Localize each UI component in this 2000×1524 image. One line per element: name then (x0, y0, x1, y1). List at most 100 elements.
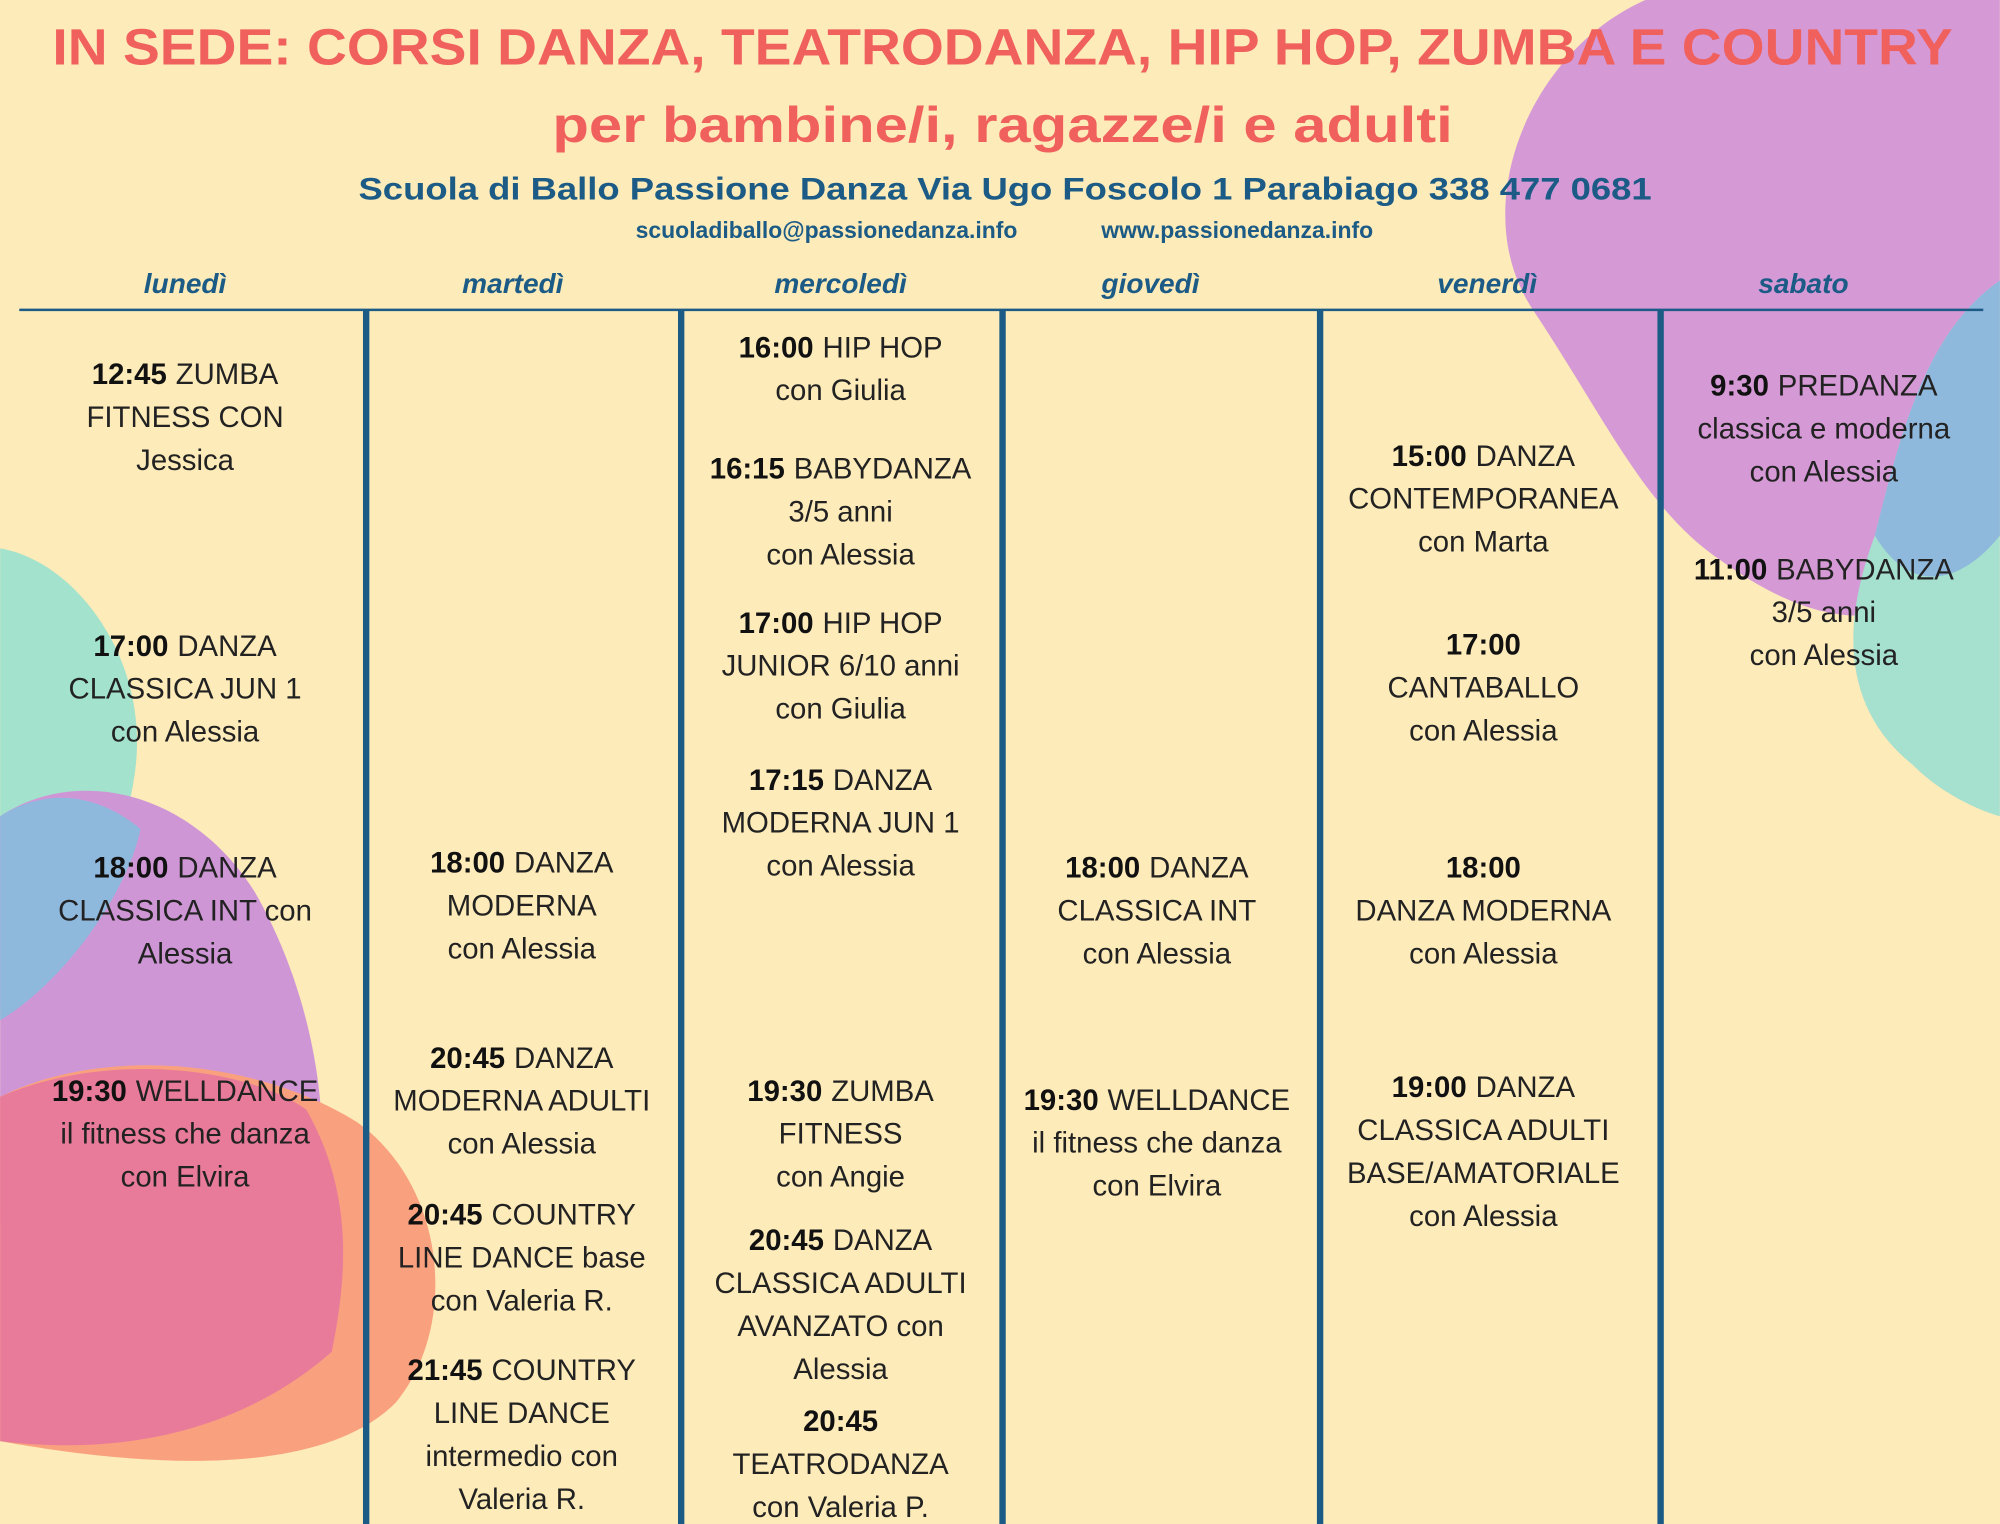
class-line: 20:45 COUNTRY (408, 1198, 636, 1231)
class-line: LINE DANCE base (398, 1241, 646, 1274)
blob (1874, 280, 2000, 577)
class-time: 20:45 (430, 1042, 505, 1075)
class-line: con Alessia (1409, 937, 1558, 970)
column-dividers (362, 309, 1664, 1524)
class-line: LINE DANCE (434, 1397, 610, 1430)
class-time: 19:30 (747, 1075, 822, 1108)
class-line: con Alessia (1750, 455, 1899, 488)
class-time: 18:00 (1446, 852, 1521, 885)
class-line: con Alessia (1409, 1200, 1558, 1233)
day-header: sabato (1758, 268, 1848, 299)
class-entry: 11:00 BABYDANZA 3/5 anni con Alessia (1694, 553, 1954, 672)
class-text: DANZA (1149, 852, 1249, 885)
class-line: classica e moderna (1698, 412, 1951, 445)
class-line: 17:00 DANZA (93, 630, 277, 663)
class-line: con Alessia (1409, 714, 1558, 747)
class-entry: 19:30 WELLDANCE il fitness che danza con El… (1024, 1084, 1290, 1203)
class-text: DANZA (1476, 440, 1576, 473)
class-line: con Elvira (1092, 1170, 1221, 1203)
class-time: 17:00 (93, 630, 168, 663)
class-line: 19:30 WELLDANCE (1024, 1084, 1290, 1117)
class-entry: 15:00 DANZA CONTEMPORANEA con Marta (1348, 440, 1619, 559)
class-text: DANZA (514, 846, 614, 879)
class-line: 15:00 DANZA (1392, 440, 1576, 473)
class-entry: 12:45 ZUMBA FITNESS CON Jessica (86, 358, 283, 477)
class-time: 16:15 (710, 452, 785, 485)
class-time: 19:30 (52, 1075, 127, 1108)
class-time: 17:00 (1446, 628, 1521, 661)
class-line: intermedio con (426, 1440, 618, 1473)
class-line: 19:30 ZUMBA (747, 1075, 934, 1108)
class-time: 17:15 (749, 764, 824, 797)
class-text: PREDANZA (1778, 369, 1938, 402)
class-text: ZUMBA (176, 358, 279, 391)
class-line: con Valeria R. (431, 1284, 613, 1317)
class-text: DANZA (1476, 1071, 1576, 1104)
class-line: CLASSICA ADULTI (715, 1267, 967, 1300)
class-text: COUNTRY (491, 1198, 635, 1231)
class-text: ZUMBA (831, 1075, 934, 1108)
class-line: Jessica (136, 444, 234, 477)
class-time: 18:00 (93, 852, 168, 885)
class-line: il fitness che danza (60, 1118, 310, 1151)
class-line: 11:00 BABYDANZA (1694, 553, 1954, 586)
class-entry: 19:30 ZUMBA FITNESS con Angie (747, 1075, 934, 1194)
class-text: BABYDANZA (794, 452, 972, 485)
class-line: CLASSICA JUN 1 (69, 673, 302, 706)
class-line: 12:45 ZUMBA (92, 358, 279, 391)
class-entry: 19:00 DANZA CLASSICA ADULTI BASE/AMATORIALE… (1347, 1071, 1620, 1233)
class-time: 19:00 (1392, 1071, 1467, 1104)
class-line: 18:00 DANZA (93, 852, 277, 885)
class-line: 17:00 HIP HOP (739, 607, 943, 640)
class-line: MODERNA (447, 889, 597, 922)
class-time: 18:00 (1065, 852, 1140, 885)
class-line: 17:00 (1446, 628, 1521, 661)
class-entry: 17:00 DANZA CLASSICA JUN 1 con Alessia (69, 630, 302, 749)
class-line: con Giulia (775, 693, 906, 726)
blob (0, 1068, 344, 1446)
blob (0, 797, 141, 1021)
class-entry: 20:45 DANZA MODERNA ADULTI con Alessia (393, 1042, 650, 1161)
class-text: WELLDANCE (136, 1075, 319, 1108)
class-line: 16:00 HIP HOP (739, 331, 943, 364)
class-entry: 16:00 HIP HOP con Giulia (739, 331, 943, 407)
class-line: con Alessia (766, 849, 915, 882)
class-line: con Alessia (448, 1127, 597, 1160)
day-header: lunedì (144, 268, 227, 299)
class-line: il fitness che danza (1032, 1127, 1282, 1160)
class-line: 20:45 DANZA (749, 1224, 933, 1257)
class-text: DANZA (177, 630, 277, 663)
class-line: CLASSICA INT con (58, 894, 312, 927)
class-line: 19:30 WELLDANCE (52, 1075, 318, 1108)
class-time: 20:45 (749, 1224, 824, 1257)
class-time: 19:30 (1024, 1084, 1099, 1117)
school-info: Scuola di Ballo Passione Danza Via Ugo F… (359, 171, 1652, 207)
class-line: CLASSICA ADULTI (1357, 1114, 1609, 1147)
class-line: CLASSICA INT (1057, 894, 1256, 927)
class-line: MODERNA ADULTI (393, 1085, 650, 1118)
class-text: HIP HOP (823, 607, 943, 640)
class-time: 17:00 (739, 607, 814, 640)
class-entry: 20:45 COUNTRY LINE DANCE base con Valeria R… (398, 1198, 646, 1317)
class-line: con Valeria P. (752, 1491, 929, 1524)
class-entry: 18:00 DANZA MODERNA con Alessia (430, 846, 614, 965)
class-time: 11:00 (1694, 553, 1767, 586)
day-header: martedì (462, 268, 564, 299)
class-line: Valeria R. (458, 1483, 585, 1516)
class-time: 15:00 (1392, 440, 1467, 473)
class-entry: 19:30 WELLDANCE il fitness che danza con El… (52, 1075, 318, 1194)
class-time: 9:30 (1710, 369, 1769, 402)
class-time: 12:45 (92, 358, 167, 391)
class-line: con Alessia (1083, 937, 1232, 970)
class-line: con Giulia (775, 374, 906, 407)
class-time: 20:45 (408, 1198, 483, 1231)
class-time: 16:00 (739, 331, 814, 364)
class-line: con Alessia (448, 932, 597, 965)
class-line: 20:45 (803, 1405, 878, 1438)
class-entry: 17:00 CANTABALLO con Alessia (1387, 628, 1579, 747)
class-entry: 17:00 HIP HOP JUNIOR 6/10 anni con Giulia (722, 607, 960, 726)
class-line: 3/5 anni (788, 495, 892, 528)
day-header: mercoledì (774, 268, 907, 299)
